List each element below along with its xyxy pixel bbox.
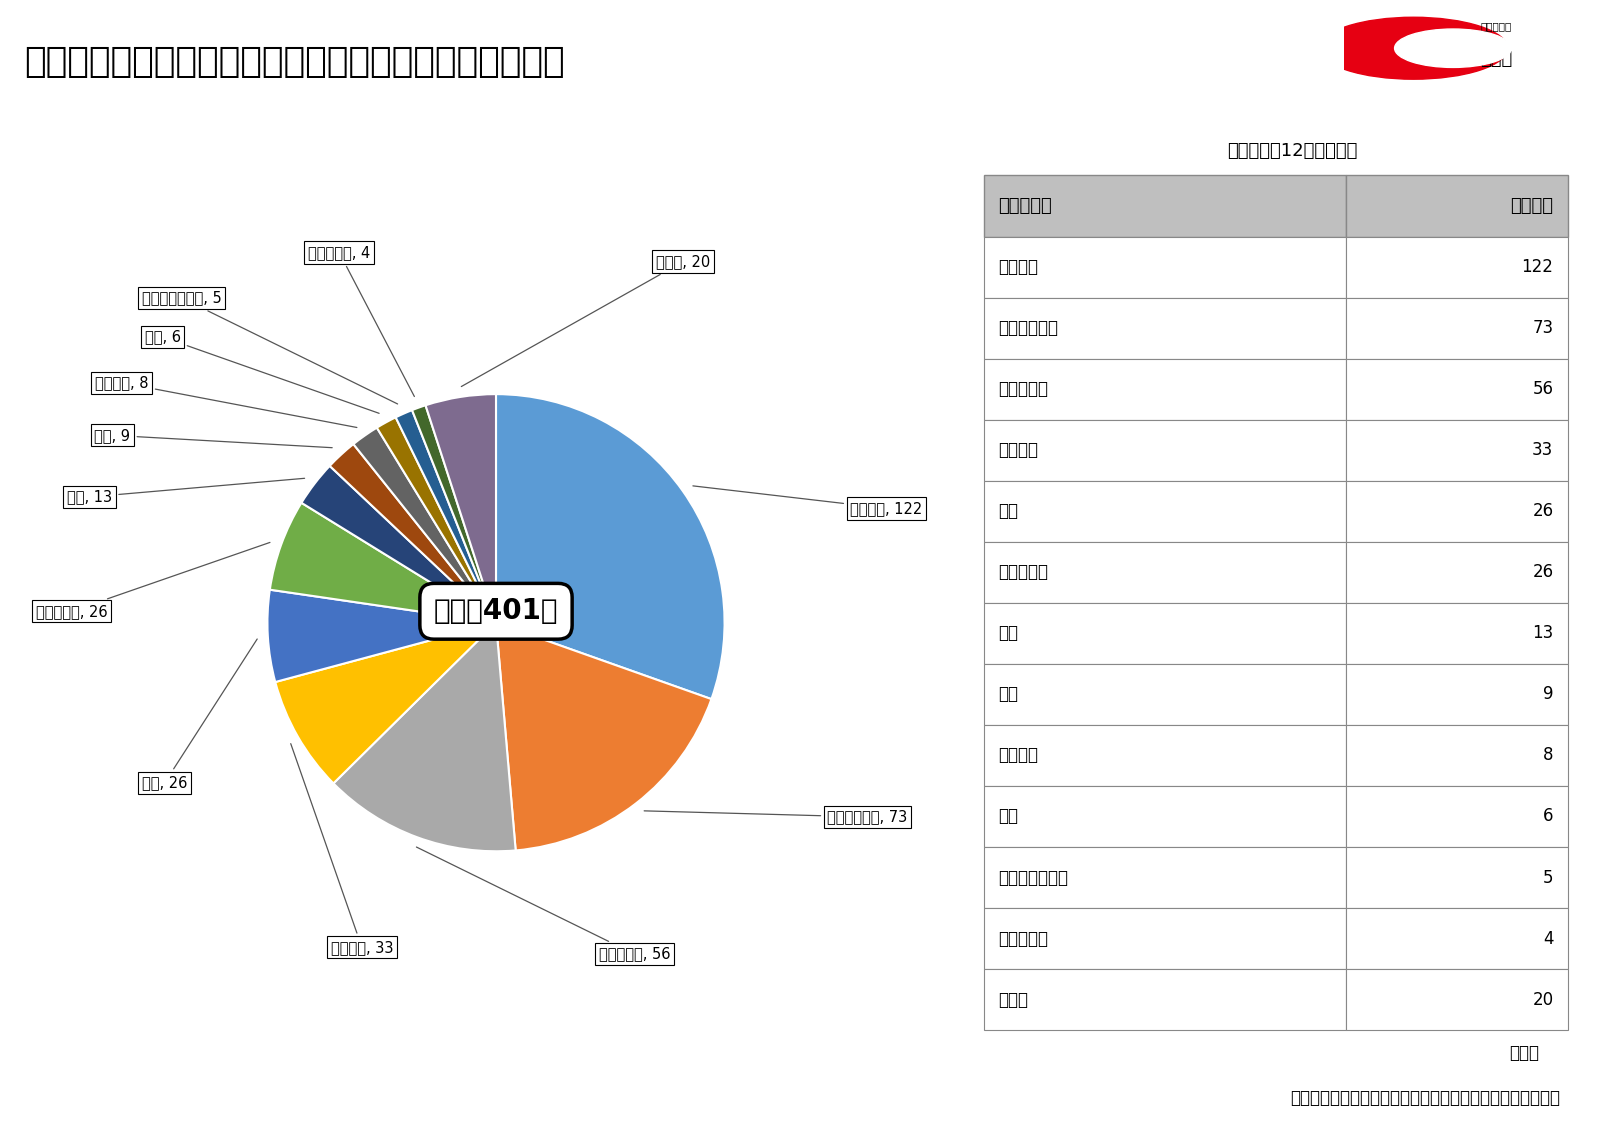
- Text: ベトナム, 122: ベトナム, 122: [693, 486, 923, 516]
- Bar: [984, 724, 1346, 786]
- Bar: [1346, 969, 1568, 1030]
- Text: インドネシア: インドネシア: [998, 319, 1059, 337]
- Text: タイ, 6: タイ, 6: [144, 329, 379, 413]
- Circle shape: [1395, 29, 1512, 68]
- Text: 6: 6: [1542, 807, 1554, 825]
- Text: 33: 33: [1533, 441, 1554, 460]
- Circle shape: [1318, 17, 1507, 79]
- Text: フィリピン: フィリピン: [998, 564, 1048, 581]
- Text: ネパール: ネパール: [998, 441, 1038, 460]
- Bar: [1346, 298, 1568, 359]
- Bar: [1346, 908, 1568, 969]
- Bar: [1346, 175, 1568, 237]
- Text: 8: 8: [1542, 746, 1554, 764]
- Text: （人）: （人）: [1509, 1044, 1539, 1062]
- Bar: [1346, 786, 1568, 847]
- Text: フィリピン, 26: フィリピン, 26: [35, 542, 270, 619]
- Text: ミャンマー: ミャンマー: [998, 380, 1048, 398]
- Text: （令和５年12月末現在）: （令和５年12月末現在）: [1227, 142, 1357, 160]
- Text: タイ: タイ: [998, 807, 1019, 825]
- Bar: [1346, 724, 1568, 786]
- Text: モンゴル, 8: モンゴル, 8: [94, 375, 357, 428]
- Wedge shape: [354, 428, 496, 623]
- Bar: [1346, 359, 1568, 420]
- Text: 4: 4: [1542, 929, 1554, 947]
- Text: 13: 13: [1533, 625, 1554, 642]
- Text: ネパール, 33: ネパール, 33: [291, 744, 394, 954]
- Bar: [1346, 420, 1568, 481]
- Bar: [1346, 481, 1568, 542]
- Text: 台湾, 13: 台湾, 13: [67, 479, 304, 505]
- Bar: [1346, 542, 1568, 602]
- Text: ベトナム: ベトナム: [998, 258, 1038, 276]
- Bar: [1346, 847, 1568, 908]
- Text: 合計：401人: 合計：401人: [434, 598, 558, 625]
- Bar: [984, 481, 1346, 542]
- Bar: [984, 237, 1346, 298]
- Text: 韓国: 韓国: [998, 685, 1019, 703]
- Bar: [984, 847, 1346, 908]
- Bar: [984, 663, 1346, 724]
- Bar: [984, 786, 1346, 847]
- Wedge shape: [426, 394, 496, 623]
- Text: 中国: 中国: [998, 503, 1019, 521]
- Text: スリランカ: スリランカ: [998, 929, 1048, 947]
- Text: 26: 26: [1533, 564, 1554, 581]
- Text: 9: 9: [1542, 685, 1554, 703]
- Wedge shape: [395, 410, 496, 623]
- Text: 122: 122: [1522, 258, 1554, 276]
- Text: 国籍・地域別　特定技能（宿泊分野）１号在留外国人数: 国籍・地域別 特定技能（宿泊分野）１号在留外国人数: [24, 45, 565, 79]
- Text: スリランカ, 4: スリランカ, 4: [309, 245, 414, 396]
- Wedge shape: [496, 623, 712, 850]
- Bar: [1346, 237, 1568, 298]
- Text: 出入国在留管理庁「特定技能在留外国人数」より観光庁作成: 出入国在留管理庁「特定技能在留外国人数」より観光庁作成: [1290, 1089, 1560, 1107]
- Text: モンゴル: モンゴル: [998, 746, 1038, 764]
- Text: 国籍・地域: 国籍・地域: [998, 197, 1053, 215]
- Text: 宿泊分野: 宿泊分野: [1510, 197, 1554, 215]
- Bar: [1346, 602, 1568, 663]
- Bar: [984, 602, 1346, 663]
- Wedge shape: [413, 405, 496, 623]
- Text: インドネシア, 73: インドネシア, 73: [645, 809, 907, 824]
- Bar: [984, 420, 1346, 481]
- Wedge shape: [267, 590, 496, 681]
- Text: 中国, 26: 中国, 26: [142, 638, 258, 790]
- Wedge shape: [301, 466, 496, 623]
- Text: 73: 73: [1533, 319, 1554, 337]
- Text: 台湾: 台湾: [998, 625, 1019, 642]
- Bar: [984, 175, 1346, 237]
- Text: その他: その他: [998, 990, 1029, 1009]
- Wedge shape: [275, 623, 496, 783]
- Bar: [1346, 663, 1568, 724]
- Text: ミャンマー, 56: ミャンマー, 56: [416, 847, 670, 962]
- Wedge shape: [378, 418, 496, 623]
- Text: 観光庁: 観光庁: [1480, 50, 1512, 68]
- Wedge shape: [330, 444, 496, 623]
- Text: 国土交通省: 国土交通省: [1480, 22, 1512, 32]
- Text: 韓国, 9: 韓国, 9: [94, 428, 333, 447]
- Wedge shape: [270, 503, 496, 623]
- Bar: [984, 542, 1346, 602]
- Text: 56: 56: [1533, 380, 1554, 398]
- Bar: [984, 908, 1346, 969]
- Bar: [984, 359, 1346, 420]
- Bar: [984, 969, 1346, 1030]
- Text: バングラデシュ, 5: バングラデシュ, 5: [142, 291, 398, 404]
- Text: 20: 20: [1533, 990, 1554, 1009]
- Wedge shape: [333, 623, 515, 851]
- Text: バングラデシュ: バングラデシュ: [998, 868, 1069, 886]
- Bar: [984, 298, 1346, 359]
- Wedge shape: [496, 394, 725, 700]
- Text: 5: 5: [1542, 868, 1554, 886]
- Text: 26: 26: [1533, 503, 1554, 521]
- Text: その他, 20: その他, 20: [461, 254, 710, 386]
